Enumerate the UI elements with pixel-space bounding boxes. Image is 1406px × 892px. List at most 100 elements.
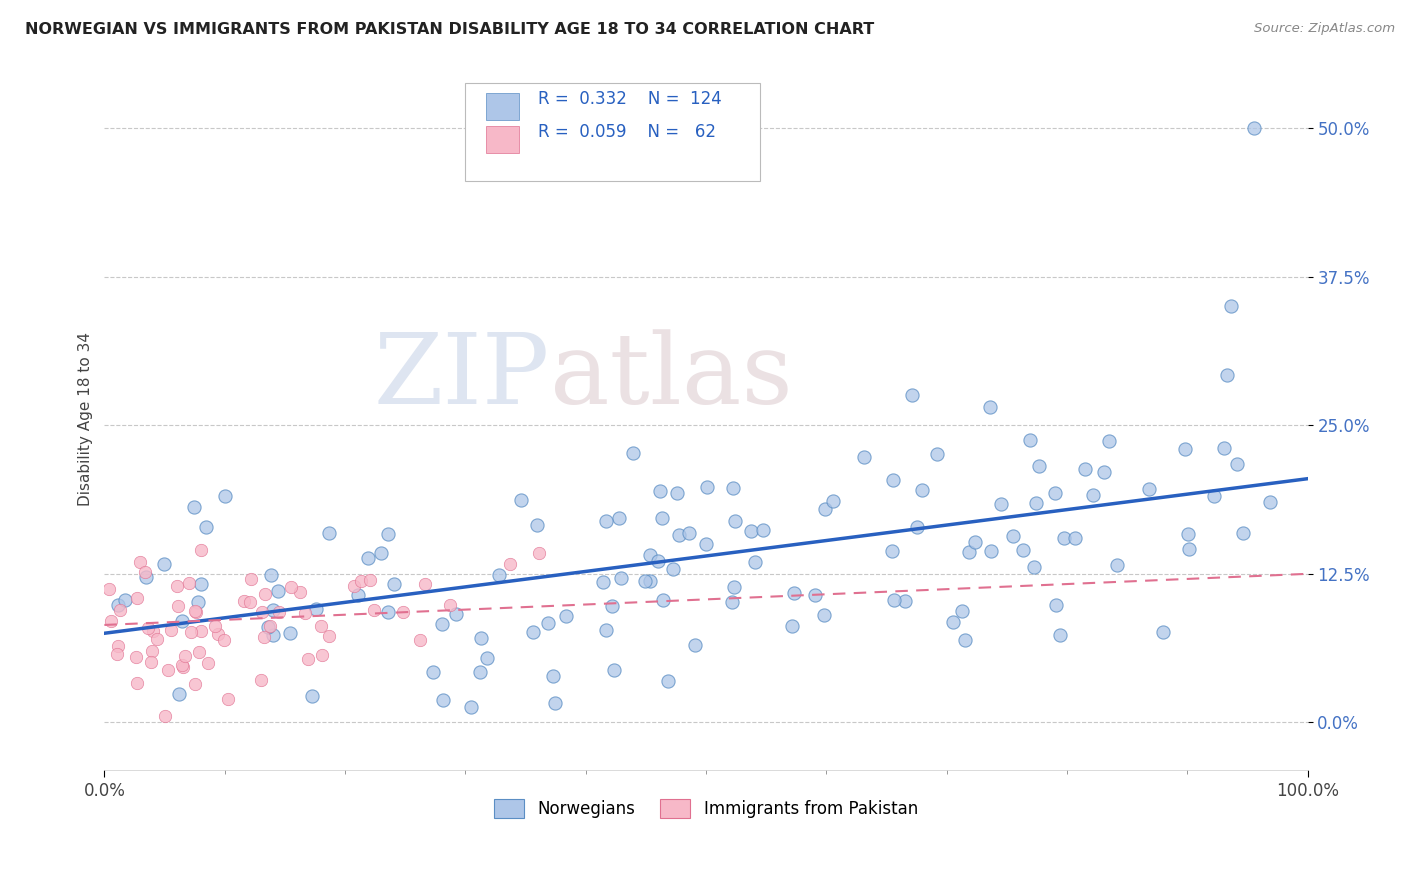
Point (953, 633, 976, 648)
Point (460, 700, 482, 714)
Y-axis label: Disability Age 18 to 34: Disability Age 18 to 34 (79, 332, 93, 507)
Point (1152, 624, 1174, 639)
Point (894, 594, 917, 608)
Point (98, 582, 121, 596)
Point (1178, 542, 1201, 557)
Point (129, 555, 152, 569)
Point (554, 609, 576, 624)
Point (183, 500, 205, 515)
Point (1002, 529, 1025, 543)
Point (309, 619, 332, 633)
Point (214, 489, 236, 503)
Point (1137, 483, 1160, 497)
FancyBboxPatch shape (486, 126, 519, 153)
Point (721, 594, 744, 608)
Point (526, 517, 548, 532)
Point (107, 598, 129, 612)
Point (146, 632, 169, 647)
Point (347, 588, 370, 602)
Point (990, 497, 1012, 511)
Point (1226, 457, 1249, 471)
Point (197, 657, 219, 671)
Point (621, 446, 644, 460)
Point (190, 624, 212, 639)
Point (510, 492, 533, 507)
Point (184, 605, 207, 619)
Point (107, 639, 129, 653)
Point (1216, 368, 1239, 383)
Point (980, 543, 1002, 558)
Point (1177, 527, 1199, 541)
Point (254, 587, 277, 601)
Point (250, 605, 273, 619)
Point (695, 537, 717, 551)
Point (294, 606, 316, 620)
Point (634, 574, 657, 588)
Point (167, 599, 190, 613)
Point (666, 486, 689, 500)
Point (363, 603, 385, 617)
Point (278, 626, 301, 640)
Point (651, 593, 673, 607)
Point (343, 579, 366, 593)
Point (1022, 559, 1045, 574)
Point (127, 675, 149, 690)
Point (187, 594, 209, 608)
Point (297, 652, 319, 666)
Point (195, 520, 218, 534)
Point (963, 535, 986, 549)
Point (911, 483, 934, 498)
Point (950, 604, 973, 618)
Point (439, 598, 461, 612)
Point (157, 663, 180, 677)
Point (883, 593, 905, 607)
Point (882, 474, 904, 488)
Point (142, 624, 165, 638)
Legend: Norwegians, Immigrants from Pakistan: Norwegians, Immigrants from Pakistan (488, 792, 925, 825)
Point (125, 649, 148, 664)
Point (592, 574, 614, 589)
Point (207, 627, 229, 641)
Point (1258, 495, 1281, 509)
Point (350, 574, 373, 588)
Point (678, 525, 700, 540)
Point (607, 510, 630, 524)
Point (640, 574, 662, 588)
Point (1212, 441, 1234, 455)
Point (927, 446, 949, 460)
Point (108, 603, 131, 617)
Point (470, 665, 492, 679)
Point (1053, 531, 1076, 545)
Point (901, 387, 924, 401)
Point (217, 691, 239, 706)
Point (609, 571, 631, 585)
Point (252, 630, 274, 644)
Point (1063, 531, 1085, 545)
Point (651, 511, 673, 525)
Point (183, 676, 205, 690)
Point (180, 625, 202, 640)
Point (1219, 299, 1241, 313)
Text: NORWEGIAN VS IMMIGRANTS FROM PAKISTAN DISABILITY AGE 18 TO 34 CORRELATION CHART: NORWEGIAN VS IMMIGRANTS FROM PAKISTAN DI… (25, 22, 875, 37)
Point (1232, 525, 1254, 540)
Point (413, 577, 436, 591)
Point (683, 638, 706, 652)
Point (647, 554, 669, 568)
Point (813, 501, 835, 516)
Point (638, 548, 661, 562)
Point (1204, 489, 1226, 503)
Point (595, 623, 617, 637)
Point (1049, 628, 1071, 642)
Point (239, 595, 262, 609)
Point (239, 573, 262, 587)
Point (744, 556, 766, 570)
Point (259, 619, 281, 633)
Point (662, 562, 685, 576)
Point (430, 616, 453, 631)
Point (177, 576, 200, 591)
Point (541, 669, 564, 683)
Point (696, 480, 718, 494)
Point (170, 614, 193, 628)
Point (359, 573, 381, 587)
Point (905, 520, 928, 534)
